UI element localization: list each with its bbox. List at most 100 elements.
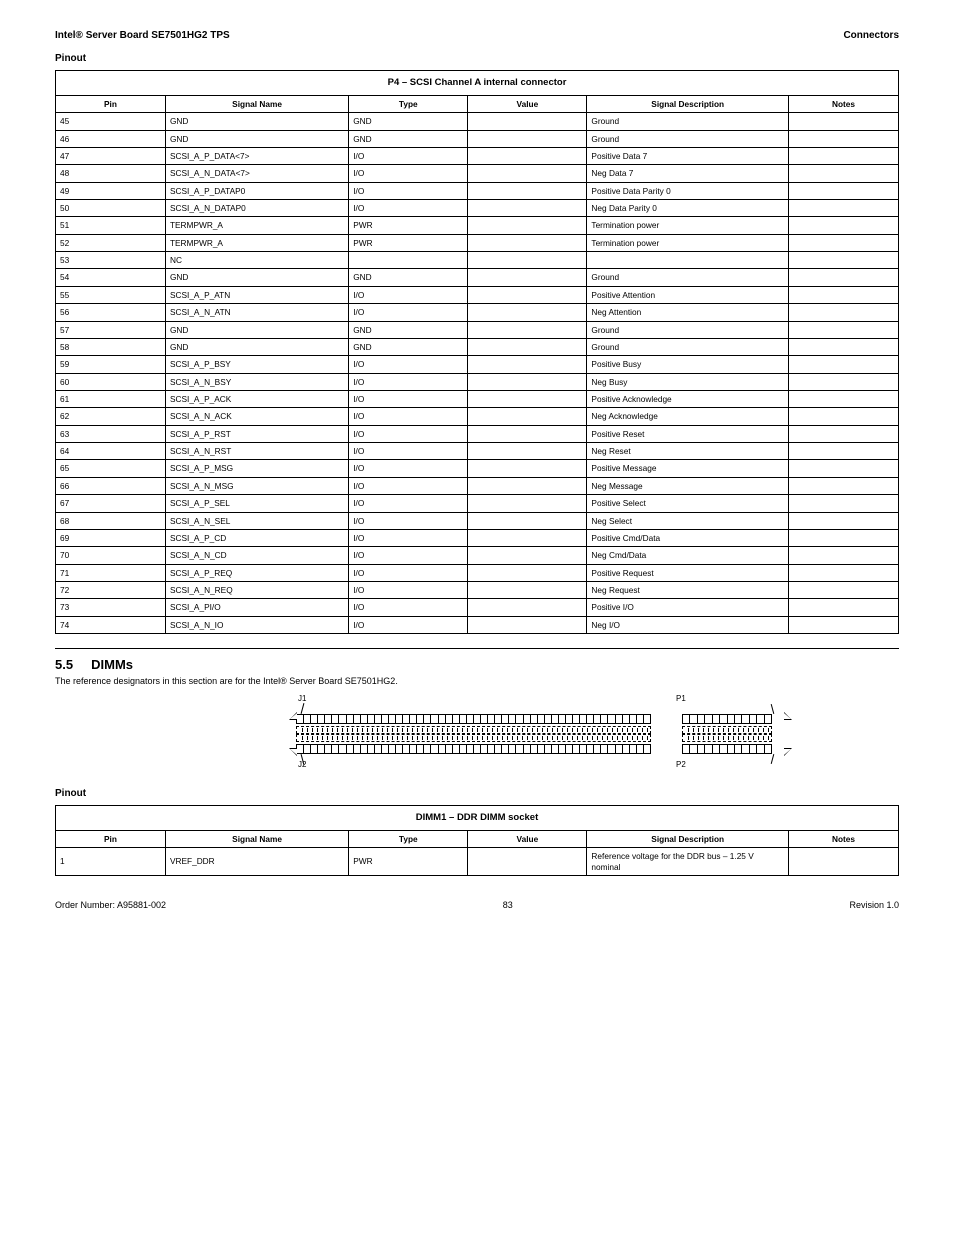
table-cell bbox=[789, 547, 899, 564]
table-cell bbox=[789, 460, 899, 477]
table-cell: I/O bbox=[349, 200, 468, 217]
table-row: 50SCSI_A_N_DATAP0I/ONeg Data Parity 0 bbox=[56, 200, 899, 217]
table-cell bbox=[468, 182, 587, 199]
chip-row bbox=[682, 726, 772, 734]
table-cell: SCSI_A_N_CD bbox=[165, 547, 348, 564]
pin-row bbox=[682, 744, 772, 754]
section-number: 5.5 bbox=[55, 657, 73, 672]
pin-row bbox=[682, 714, 772, 724]
table-cell bbox=[468, 477, 587, 494]
table-cell bbox=[468, 547, 587, 564]
footer-order-number: Order Number: A95881-002 bbox=[55, 900, 166, 910]
table-cell bbox=[468, 599, 587, 616]
table-cell bbox=[468, 356, 587, 373]
table-cell: GND bbox=[165, 338, 348, 355]
table-cell bbox=[789, 321, 899, 338]
table-cell: 48 bbox=[56, 165, 166, 182]
table-cell: 58 bbox=[56, 338, 166, 355]
table-cell: SCSI_A_N_RST bbox=[165, 443, 348, 460]
table-cell: GND bbox=[165, 321, 348, 338]
table-cell: TERMPWR_A bbox=[165, 234, 348, 251]
table-cell: 49 bbox=[56, 182, 166, 199]
table-cell: I/O bbox=[349, 599, 468, 616]
table-cell: SCSI_A_P_RST bbox=[165, 425, 348, 442]
table-cell bbox=[468, 252, 587, 269]
table-cell: 46 bbox=[56, 130, 166, 147]
table-cell: SCSI_A_N_BSY bbox=[165, 373, 348, 390]
table-cell: 68 bbox=[56, 512, 166, 529]
footer-page-number: 83 bbox=[166, 900, 849, 910]
table-cell: I/O bbox=[349, 616, 468, 633]
section-name: DIMMs bbox=[91, 657, 133, 672]
table-cell bbox=[468, 338, 587, 355]
leader-line bbox=[771, 754, 775, 764]
table-row: 66SCSI_A_N_MSGI/ONeg Message bbox=[56, 477, 899, 494]
table-cell bbox=[789, 200, 899, 217]
table-cell: I/O bbox=[349, 581, 468, 598]
table-cell: SCSI_A_N_MSG bbox=[165, 477, 348, 494]
table-cell bbox=[789, 217, 899, 234]
table-title: DIMM1 – DDR DIMM socket bbox=[56, 806, 899, 831]
table-cell: I/O bbox=[349, 425, 468, 442]
doc-title-right: Connectors bbox=[843, 30, 899, 41]
table-cell: Neg Message bbox=[587, 477, 789, 494]
dimm-label-p2: P2 bbox=[676, 760, 686, 769]
table-cell bbox=[789, 234, 899, 251]
table-cell: 66 bbox=[56, 477, 166, 494]
table-cell: VREF_DDR bbox=[165, 848, 348, 876]
table-cell: Ground bbox=[587, 269, 789, 286]
table-cell: 62 bbox=[56, 408, 166, 425]
col-value: Value bbox=[468, 95, 587, 112]
pin-row bbox=[296, 714, 651, 724]
table-cell: Neg Attention bbox=[587, 304, 789, 321]
leader-line bbox=[771, 704, 775, 714]
table-cell: I/O bbox=[349, 512, 468, 529]
table-cell bbox=[789, 495, 899, 512]
table-cell: GND bbox=[349, 130, 468, 147]
col-desc: Signal Description bbox=[587, 95, 789, 112]
table-cell bbox=[789, 182, 899, 199]
table-cell bbox=[789, 338, 899, 355]
table-row: 52TERMPWR_APWRTermination power bbox=[56, 234, 899, 251]
table-cell: I/O bbox=[349, 147, 468, 164]
table-cell: Neg Busy bbox=[587, 373, 789, 390]
table-row: 53NC bbox=[56, 252, 899, 269]
table-cell bbox=[789, 848, 899, 876]
table-row: 57GNDGNDGround bbox=[56, 321, 899, 338]
table-cell: I/O bbox=[349, 547, 468, 564]
table-cell: I/O bbox=[349, 356, 468, 373]
table-cell: SCSI_A_N_SEL bbox=[165, 512, 348, 529]
table-cell: SCSI_A_N_DATAP0 bbox=[165, 200, 348, 217]
table-cell: Positive Data 7 bbox=[587, 147, 789, 164]
table-cell bbox=[468, 390, 587, 407]
table-cell: I/O bbox=[349, 443, 468, 460]
table-row: 72SCSI_A_N_REQI/ONeg Request bbox=[56, 581, 899, 598]
table-cell: Reference voltage for the DDR bus – 1.25… bbox=[587, 848, 789, 876]
table-row: 47SCSI_A_P_DATA<7>I/OPositive Data 7 bbox=[56, 147, 899, 164]
table-cell: I/O bbox=[349, 408, 468, 425]
col-type: Type bbox=[349, 830, 468, 847]
table-cell: Positive Acknowledge bbox=[587, 390, 789, 407]
table-cell: NC bbox=[165, 252, 348, 269]
pinout-section-label: Pinout bbox=[55, 53, 899, 64]
dimm-diagram: J1 J2 P1 P2 bbox=[55, 698, 899, 770]
doc-title-left: Intel® Server Board SE7501HG2 TPS bbox=[55, 30, 230, 41]
table-cell bbox=[468, 269, 587, 286]
table-cell: Neg Data 7 bbox=[587, 165, 789, 182]
table-cell: SCSI_A_N_ATN bbox=[165, 304, 348, 321]
table-title-row: P4 – SCSI Channel A internal connector bbox=[56, 71, 899, 96]
table-cell: PWR bbox=[349, 217, 468, 234]
table-row: 71SCSI_A_P_REQI/OPositive Request bbox=[56, 564, 899, 581]
table-cell: SCSI_A_N_ACK bbox=[165, 408, 348, 425]
chip-row bbox=[296, 734, 651, 742]
table-cell: 1 bbox=[56, 848, 166, 876]
table-cell bbox=[789, 252, 899, 269]
table-cell: SCSI_A_P_ATN bbox=[165, 286, 348, 303]
col-desc: Signal Description bbox=[587, 830, 789, 847]
pin-row bbox=[296, 744, 651, 754]
table-cell bbox=[789, 425, 899, 442]
table-row: 65SCSI_A_P_MSGI/OPositive Message bbox=[56, 460, 899, 477]
table-cell: Positive Cmd/Data bbox=[587, 529, 789, 546]
table-cell: Positive Data Parity 0 bbox=[587, 182, 789, 199]
table-cell bbox=[789, 581, 899, 598]
